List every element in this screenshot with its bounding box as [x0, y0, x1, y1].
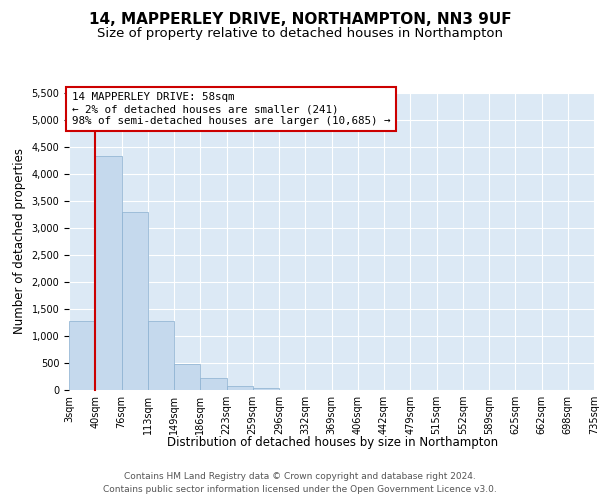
Bar [174, 364, 200, 390]
Text: 14 MAPPERLEY DRIVE: 58sqm
← 2% of detached houses are smaller (241)
98% of semi-: 14 MAPPERLEY DRIVE: 58sqm ← 2% of detach… [71, 92, 390, 126]
Bar [95, 156, 121, 390]
Bar [121, 212, 148, 390]
Bar [200, 378, 227, 390]
Bar [148, 321, 174, 390]
Text: 14, MAPPERLEY DRIVE, NORTHAMPTON, NN3 9UF: 14, MAPPERLEY DRIVE, NORTHAMPTON, NN3 9U… [89, 12, 511, 28]
Text: Contains HM Land Registry data © Crown copyright and database right 2024.: Contains HM Land Registry data © Crown c… [124, 472, 476, 481]
Bar [69, 322, 95, 390]
Bar [253, 388, 279, 390]
Text: Contains public sector information licensed under the Open Government Licence v3: Contains public sector information licen… [103, 485, 497, 494]
Y-axis label: Number of detached properties: Number of detached properties [13, 148, 26, 334]
Text: Distribution of detached houses by size in Northampton: Distribution of detached houses by size … [167, 436, 499, 449]
Text: Size of property relative to detached houses in Northampton: Size of property relative to detached ho… [97, 28, 503, 40]
Bar [227, 386, 253, 390]
